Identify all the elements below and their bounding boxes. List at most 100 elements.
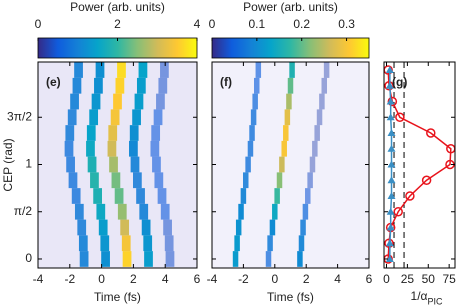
heatmap-cell [243, 172, 249, 189]
heatmap-cell [67, 109, 77, 126]
heatmap-cell [117, 62, 126, 78]
marker [385, 66, 394, 74]
colorbar [211, 37, 370, 59]
heatmap-cell [298, 235, 305, 252]
heatmap-cell [302, 203, 309, 220]
heatmap-cell [66, 156, 75, 173]
x-tick-label: 0 [98, 272, 105, 286]
heatmap-cell [107, 140, 117, 157]
heatmap-cell [71, 188, 81, 204]
marker [426, 128, 436, 138]
colorbar-tick-label: 0 [35, 17, 42, 31]
x-axis-label: Time (fs) [94, 290, 141, 304]
heatmap-cell [72, 77, 82, 94]
heatmap-cell [65, 125, 75, 141]
colorbar-tick-label: 4 [194, 17, 201, 31]
heatmap-cell [156, 93, 165, 110]
x-tick-label: -2 [64, 272, 75, 286]
heatmap-cell [114, 188, 124, 204]
heatmap-cell [109, 156, 118, 173]
heatmap-cell [297, 251, 303, 267]
heatmap-cell [129, 140, 138, 157]
heatmap-cell [314, 125, 320, 141]
heatmap-cell [117, 203, 127, 220]
heatmap-cell [98, 219, 108, 236]
heatmap-cell [319, 93, 325, 110]
heatmap-cell [86, 140, 95, 157]
heatmap-cell [110, 109, 120, 126]
x-tick-label: 0 [383, 272, 390, 286]
heatmap-cell [252, 93, 258, 110]
heatmap-cell [287, 77, 294, 94]
marker [387, 160, 396, 168]
heatmap-cell [289, 62, 295, 78]
heatmap-cell [101, 251, 110, 267]
marker [386, 207, 395, 215]
marker [387, 176, 396, 184]
heatmap-cell [281, 140, 287, 157]
colorbar-tick-label: 0.3 [338, 17, 355, 31]
heatmap-cell [274, 188, 280, 204]
x-tick-label: 6 [194, 272, 201, 286]
marker [421, 175, 432, 185]
heatmap-cell [86, 125, 96, 141]
x-tick-label: 0 [271, 272, 278, 286]
heatmap-cell [163, 219, 172, 236]
heatmap-cell [74, 203, 84, 220]
heatmap-cell [247, 140, 254, 157]
heatmap-cell [160, 62, 169, 78]
heatmap-cell [68, 172, 78, 189]
heatmap-cell [93, 188, 102, 204]
colorbar-tick-label: 0.2 [293, 17, 310, 31]
heatmap-cell [286, 93, 292, 110]
x-tick-label: 4 [162, 272, 169, 286]
heatmap-cell [144, 251, 153, 267]
marker [385, 254, 394, 262]
colorbar-tick-label: 2 [114, 17, 121, 31]
heatmap-cell [150, 140, 160, 157]
heatmap-cell [153, 109, 163, 126]
x-tick-label: 2 [303, 272, 310, 286]
heatmap-cell [300, 219, 306, 236]
heatmap-cell [143, 235, 153, 252]
heatmap-cell [64, 140, 74, 157]
heatmap-cell [234, 235, 240, 252]
heatmap-cell [283, 125, 289, 141]
marker [387, 191, 396, 199]
heatmap-cell [253, 77, 260, 94]
x-tick-label: -4 [33, 272, 44, 286]
colorbar-label: Power (arb. units) [243, 0, 338, 14]
heatmap-cell [134, 93, 144, 110]
heatmap-cell [115, 77, 125, 94]
heatmap-cell [120, 219, 130, 236]
marker [387, 129, 396, 137]
heatmap-cell [94, 77, 103, 94]
heatmap-cell [238, 203, 244, 220]
heatmap [64, 62, 175, 267]
plot-frame [383, 61, 456, 269]
heatmap-cell [70, 93, 79, 110]
heatmap [232, 62, 330, 267]
heatmap-cell [95, 62, 105, 78]
heatmap-cell [138, 62, 148, 78]
heatmap-cell [113, 93, 122, 110]
heatmap-cell [129, 125, 139, 141]
x-tick-label: -2 [238, 272, 249, 286]
x-tick-label: -4 [207, 272, 218, 286]
heatmap-cell [235, 219, 242, 236]
heatmap-cell [79, 251, 89, 267]
marker [386, 223, 395, 231]
heatmap-cell [276, 172, 283, 189]
heatmap-cell [316, 109, 323, 126]
heatmap-cell [136, 77, 146, 94]
heatmap-cell [121, 235, 131, 252]
marker [395, 112, 405, 123]
heatmap-cell [152, 156, 161, 173]
panel-label: (e) [46, 75, 61, 89]
heatmap-cell [160, 203, 170, 220]
heatmap-cell [307, 172, 313, 189]
heatmap-cell [90, 172, 99, 189]
x-tick-label: 75 [442, 272, 456, 286]
